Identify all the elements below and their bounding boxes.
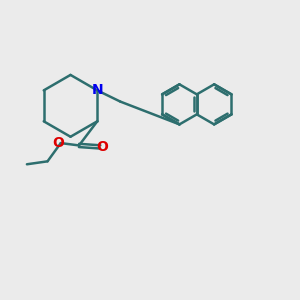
Text: O: O (52, 136, 64, 150)
Text: N: N (92, 83, 103, 98)
Text: O: O (96, 140, 108, 154)
